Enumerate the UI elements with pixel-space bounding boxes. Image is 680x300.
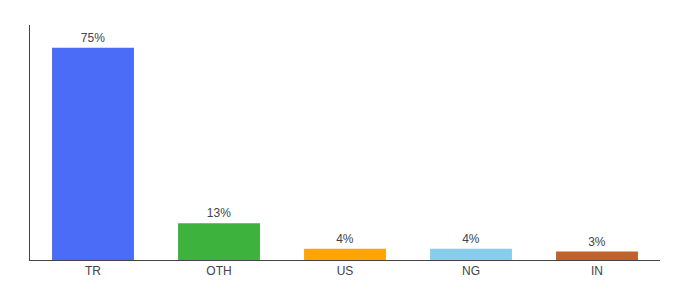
svg-text:NG: NG: [462, 264, 480, 278]
svg-text:75%: 75%: [81, 31, 105, 45]
svg-text:US: US: [337, 264, 354, 278]
svg-text:4%: 4%: [462, 232, 480, 246]
svg-text:3%: 3%: [588, 235, 606, 249]
svg-text:OTH: OTH: [206, 264, 231, 278]
svg-text:TR: TR: [85, 264, 101, 278]
svg-text:IN: IN: [591, 264, 603, 278]
svg-text:4%: 4%: [336, 232, 354, 246]
svg-text:13%: 13%: [207, 206, 231, 220]
